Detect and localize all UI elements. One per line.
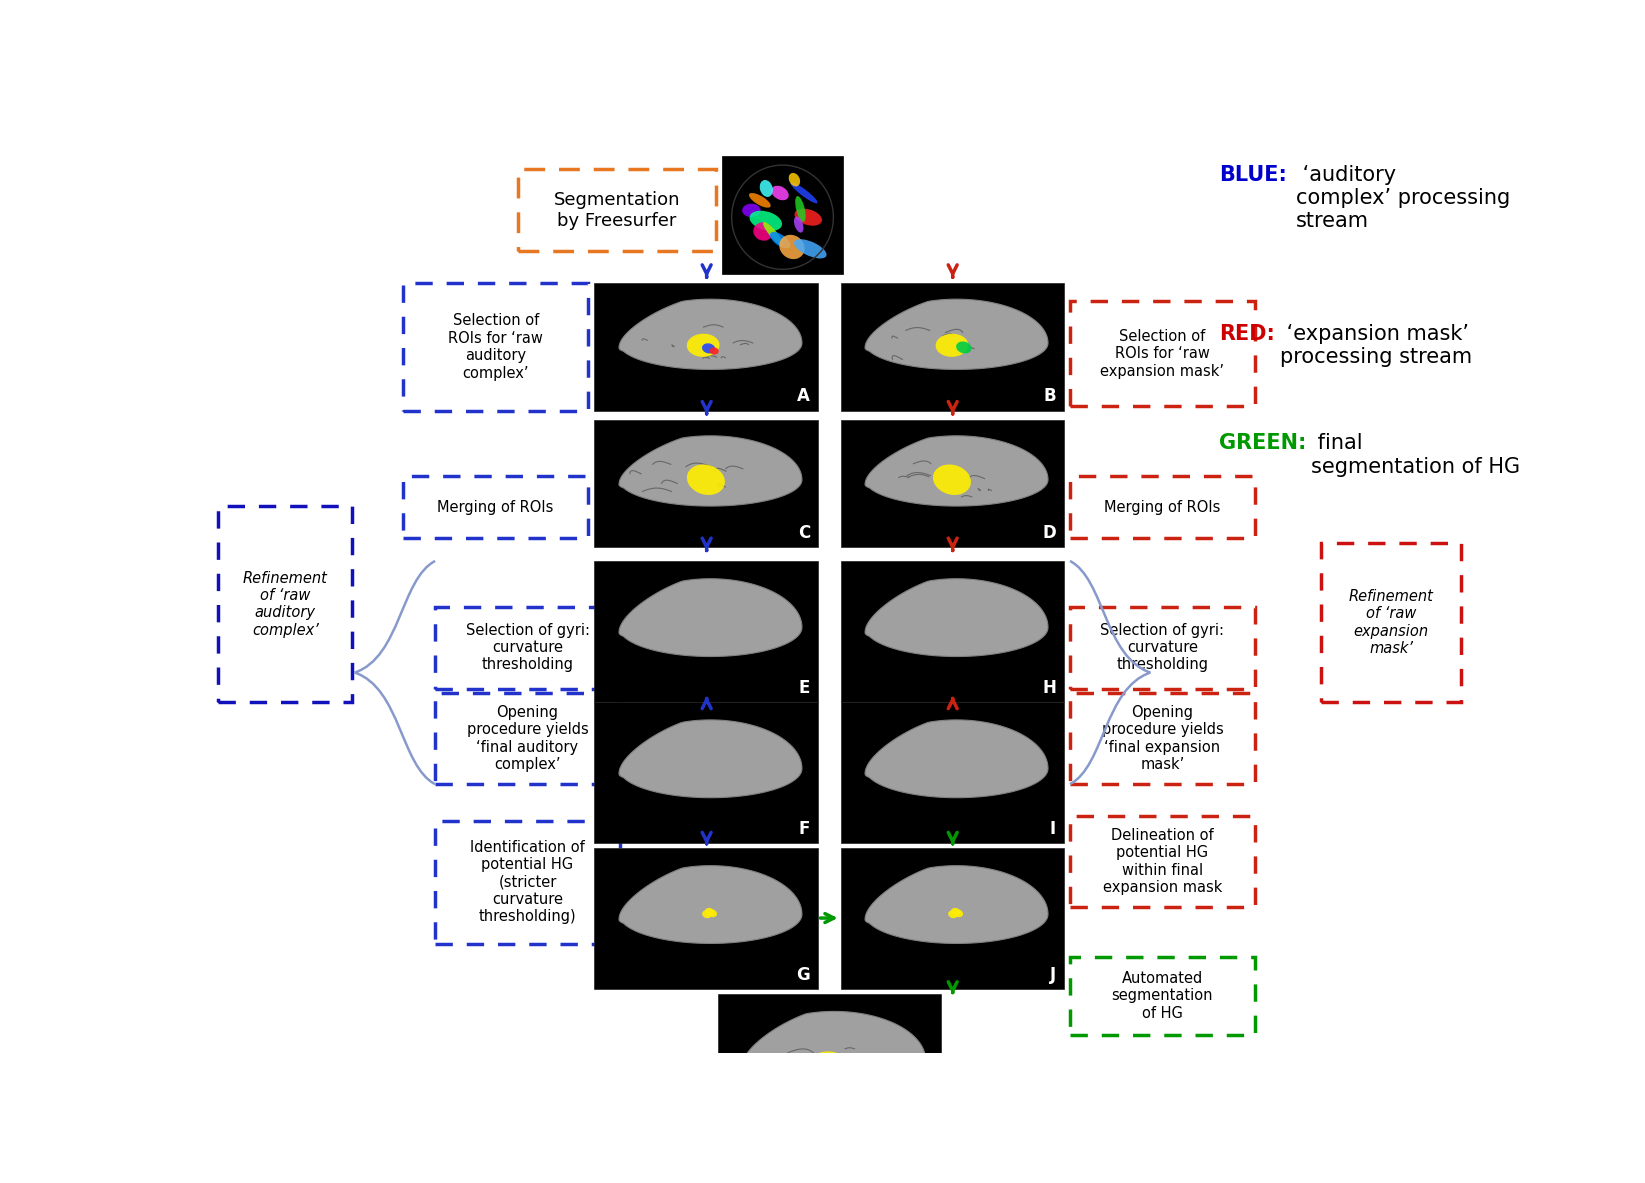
Ellipse shape (795, 208, 822, 226)
FancyBboxPatch shape (594, 848, 818, 989)
Polygon shape (619, 578, 803, 657)
Ellipse shape (753, 222, 773, 240)
Text: I: I (1050, 820, 1056, 838)
FancyBboxPatch shape (841, 283, 1064, 411)
Ellipse shape (951, 907, 961, 916)
Text: Segmentation
by Freesurfer: Segmentation by Freesurfer (553, 190, 679, 230)
Ellipse shape (790, 182, 818, 203)
FancyBboxPatch shape (722, 156, 844, 274)
FancyBboxPatch shape (403, 477, 589, 538)
Ellipse shape (933, 465, 971, 494)
Text: C: C (798, 524, 809, 542)
Text: A: A (798, 387, 809, 406)
Text: RED:: RED: (1219, 324, 1275, 344)
Ellipse shape (686, 334, 719, 357)
Ellipse shape (795, 216, 803, 233)
Ellipse shape (742, 203, 760, 218)
FancyBboxPatch shape (1069, 302, 1255, 406)
Ellipse shape (702, 343, 716, 354)
FancyBboxPatch shape (594, 283, 818, 411)
Polygon shape (619, 866, 803, 944)
FancyBboxPatch shape (219, 506, 352, 703)
Ellipse shape (780, 234, 804, 259)
Text: Opening
procedure yields
‘final auditory
complex’: Opening procedure yields ‘final auditory… (467, 705, 589, 772)
Text: E: E (798, 679, 809, 697)
Polygon shape (865, 435, 1048, 506)
Ellipse shape (702, 910, 712, 918)
FancyBboxPatch shape (719, 994, 941, 1134)
Ellipse shape (954, 910, 962, 917)
Ellipse shape (956, 342, 972, 354)
Text: Selection of gyri:
curvature
thresholding: Selection of gyri: curvature thresholdin… (1101, 622, 1224, 672)
FancyBboxPatch shape (841, 420, 1064, 548)
Text: J: J (1050, 965, 1056, 983)
Ellipse shape (795, 196, 806, 222)
Text: Selection of gyri:
curvature
thresholding: Selection of gyri: curvature thresholdin… (466, 622, 589, 672)
Polygon shape (865, 866, 1048, 944)
Polygon shape (742, 1011, 926, 1090)
Ellipse shape (770, 232, 790, 248)
FancyBboxPatch shape (594, 561, 818, 703)
Text: K: K (921, 1111, 934, 1130)
Polygon shape (865, 578, 1048, 657)
Text: final
segmentation of HG: final segmentation of HG (1311, 433, 1520, 477)
FancyBboxPatch shape (841, 561, 1064, 703)
FancyBboxPatch shape (1069, 607, 1255, 689)
Polygon shape (865, 299, 1048, 369)
Polygon shape (619, 435, 803, 506)
FancyBboxPatch shape (403, 283, 589, 411)
Text: D: D (1043, 524, 1056, 542)
Ellipse shape (948, 910, 957, 918)
Ellipse shape (809, 1052, 850, 1084)
FancyBboxPatch shape (1069, 957, 1255, 1035)
Text: B: B (1043, 387, 1056, 406)
Text: G: G (796, 965, 809, 983)
FancyBboxPatch shape (1069, 477, 1255, 538)
Ellipse shape (704, 907, 714, 916)
Text: Selection of
ROIs for ‘raw
auditory
complex’: Selection of ROIs for ‘raw auditory comp… (447, 313, 543, 381)
Text: Merging of ROIs: Merging of ROIs (438, 499, 554, 515)
FancyBboxPatch shape (434, 607, 620, 689)
Ellipse shape (788, 173, 799, 187)
FancyBboxPatch shape (594, 703, 818, 843)
FancyBboxPatch shape (518, 169, 716, 251)
Text: Opening
procedure yields
‘final expansion
mask’: Opening procedure yields ‘final expansio… (1102, 705, 1224, 772)
Text: Identification of
potential HG
(stricter
curvature
thresholding): Identification of potential HG (stricter… (470, 840, 586, 924)
Text: Automated
segmentation
of HG: Automated segmentation of HG (1112, 971, 1212, 1021)
Ellipse shape (936, 334, 969, 357)
Ellipse shape (763, 222, 783, 246)
Text: Refinement
of ‘raw
expansion
mask’: Refinement of ‘raw expansion mask’ (1349, 589, 1434, 657)
FancyBboxPatch shape (841, 848, 1064, 989)
Polygon shape (619, 299, 803, 369)
Ellipse shape (707, 910, 717, 917)
Text: H: H (1041, 679, 1056, 697)
Text: F: F (798, 820, 809, 838)
Ellipse shape (795, 239, 826, 258)
Ellipse shape (750, 211, 781, 231)
Ellipse shape (688, 465, 725, 494)
Polygon shape (865, 720, 1048, 797)
Text: Delineation of
potential HG
within final
expansion mask: Delineation of potential HG within final… (1102, 828, 1222, 896)
Ellipse shape (748, 193, 770, 208)
Text: Selection of
ROIs for ‘raw
expansion mask’: Selection of ROIs for ‘raw expansion mas… (1101, 329, 1224, 379)
FancyBboxPatch shape (594, 420, 818, 548)
FancyBboxPatch shape (434, 693, 620, 784)
Ellipse shape (709, 348, 719, 355)
Text: GREEN:: GREEN: (1219, 433, 1306, 453)
Text: Merging of ROIs: Merging of ROIs (1104, 499, 1221, 515)
Text: Refinement
of ‘raw
auditory
complex’: Refinement of ‘raw auditory complex’ (243, 570, 327, 638)
FancyBboxPatch shape (434, 821, 620, 944)
FancyBboxPatch shape (1321, 543, 1461, 703)
Polygon shape (619, 720, 803, 797)
FancyBboxPatch shape (1069, 816, 1255, 907)
Text: ‘expansion mask’
processing stream: ‘expansion mask’ processing stream (1280, 324, 1472, 368)
Ellipse shape (772, 186, 788, 200)
Text: ‘auditory
complex’ processing
stream: ‘auditory complex’ processing stream (1296, 164, 1510, 231)
Ellipse shape (760, 180, 773, 196)
FancyBboxPatch shape (1069, 693, 1255, 784)
FancyBboxPatch shape (841, 703, 1064, 843)
Text: BLUE:: BLUE: (1219, 164, 1286, 185)
